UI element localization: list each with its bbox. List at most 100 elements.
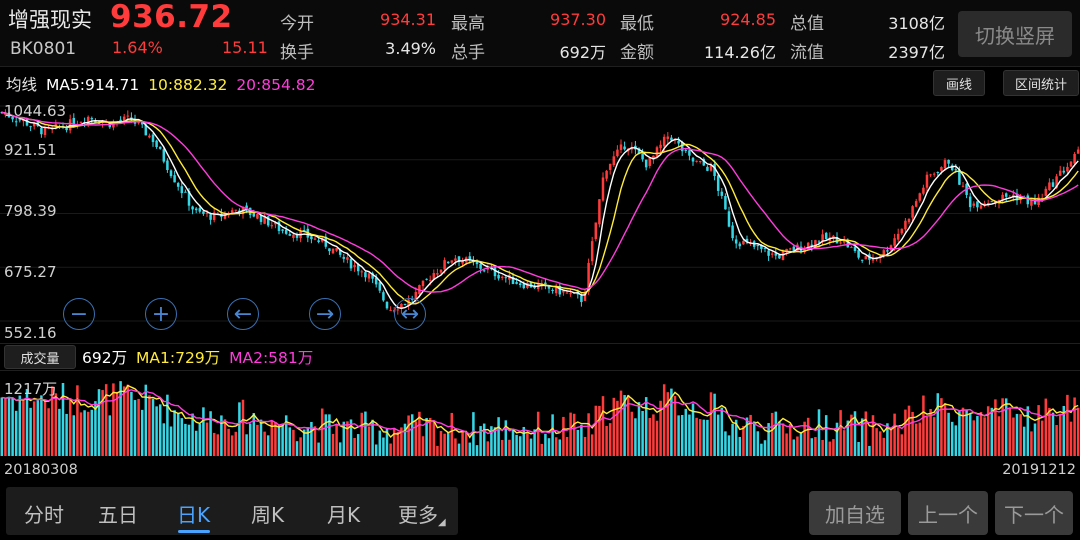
volume-bar	[540, 443, 544, 456]
tab-more[interactable]: 更多◢	[398, 499, 446, 528]
volume-bar	[202, 407, 205, 456]
candle-body	[25, 119, 29, 126]
volume-bar	[176, 412, 180, 456]
candle-body	[770, 253, 774, 255]
tab-five-day[interactable]: 五日	[98, 503, 138, 527]
candle-body	[187, 191, 191, 206]
pan-right-icon[interactable]: →	[309, 298, 341, 330]
volume-bar	[936, 393, 940, 456]
volume-bar	[1055, 425, 1058, 456]
candle-body	[688, 150, 691, 156]
volume-bar	[367, 426, 371, 456]
candle-body	[846, 239, 850, 248]
candle-body	[1055, 176, 1058, 188]
volume-bar	[756, 431, 760, 456]
volume-bar	[569, 412, 572, 456]
candle-body	[425, 278, 428, 280]
volume-bar	[770, 412, 774, 456]
tab-intraday[interactable]: 分时	[24, 503, 64, 527]
change-amount: 15.11	[222, 38, 268, 57]
candle-body	[288, 234, 292, 236]
zoom-in-icon[interactable]: +	[145, 298, 177, 330]
volume-bar	[400, 427, 403, 456]
candle-body	[598, 199, 601, 225]
volume-bar	[659, 400, 662, 456]
ma20-value: 20:854.82	[236, 76, 316, 94]
volume-bar	[425, 418, 428, 456]
candle-body	[810, 244, 814, 247]
volume-value: 692万	[82, 349, 128, 367]
candle-body	[738, 243, 742, 247]
price-axis-label: 921.51	[4, 141, 57, 159]
stat-value: 937.30	[550, 10, 606, 29]
tab-monthly-k[interactable]: 月K	[327, 503, 361, 527]
volume-bar	[1037, 405, 1040, 456]
stat-value: 924.85	[720, 10, 776, 29]
volume-bar	[227, 428, 230, 456]
candle-body	[839, 242, 842, 244]
pan-left-icon[interactable]: ←	[227, 298, 259, 330]
candle-body	[655, 147, 659, 158]
end-date: 20191212	[1002, 462, 1076, 478]
volume-bar	[162, 423, 166, 456]
volume-chart[interactable]	[0, 372, 1080, 458]
candle-body	[821, 234, 824, 242]
next-button[interactable]: 下一个	[995, 491, 1073, 535]
candle-body	[961, 185, 965, 187]
tab-weekly-k[interactable]: 周K	[251, 503, 285, 527]
candle-body	[1044, 188, 1048, 196]
candle-body	[518, 283, 522, 286]
zoom-out-icon[interactable]: −	[63, 298, 95, 330]
ma-line	[1, 389, 1079, 436]
candle-body	[421, 280, 425, 287]
volume-bar	[151, 398, 155, 456]
volume-bar	[292, 429, 295, 456]
volume-bar	[713, 393, 716, 456]
candle-body	[94, 121, 97, 123]
candle-body	[252, 213, 256, 217]
candle-body	[713, 164, 716, 176]
volume-bar	[781, 423, 785, 456]
volume-bar	[166, 394, 169, 456]
stat-label: 流值	[790, 43, 824, 63]
volume-bar	[252, 412, 256, 456]
volume-bar	[1012, 417, 1015, 456]
draw-line-button[interactable]: 画线	[933, 70, 985, 96]
volume-bar	[950, 421, 954, 456]
volume-bar	[734, 419, 738, 456]
add-watchlist-button[interactable]: 加自选	[809, 491, 901, 535]
candle-body	[842, 239, 846, 243]
volume-indicator-button[interactable]: 成交量	[4, 345, 76, 369]
volume-bar	[677, 415, 680, 456]
volume-bar	[436, 445, 439, 456]
candlestick-chart[interactable]	[0, 98, 1080, 343]
switch-portrait-button[interactable]: 切换竖屏	[958, 11, 1072, 57]
volume-bar	[191, 413, 194, 456]
triangle-down-icon: ◢	[438, 517, 446, 528]
volume-bar	[727, 435, 731, 456]
volume-bar	[846, 420, 850, 456]
volume-bar	[317, 442, 320, 456]
volume-bar	[551, 414, 554, 456]
volume-bar	[230, 435, 234, 456]
divider	[0, 370, 1080, 371]
volume-bar	[763, 440, 767, 456]
candle-body	[684, 150, 688, 152]
candle-body	[796, 244, 799, 252]
volume-bar	[864, 411, 868, 456]
previous-button[interactable]: 上一个	[908, 491, 988, 535]
candle-body	[11, 116, 14, 120]
reset-icon[interactable]: ↔	[394, 298, 426, 330]
candle-body	[731, 225, 734, 239]
stat-value: 934.31	[380, 10, 436, 29]
change-percent: 1.64%	[112, 38, 163, 57]
tab-daily-k[interactable]: 日K	[177, 503, 211, 527]
stat-label: 金额	[620, 43, 654, 63]
range-stats-button[interactable]: 区间统计	[1003, 70, 1079, 96]
candle-body	[698, 160, 702, 162]
candle-body	[277, 221, 281, 232]
volume-bar	[407, 415, 410, 456]
volume-bar	[439, 430, 443, 456]
stat-value: 2397亿	[888, 43, 945, 62]
volume-bar	[1076, 407, 1080, 456]
